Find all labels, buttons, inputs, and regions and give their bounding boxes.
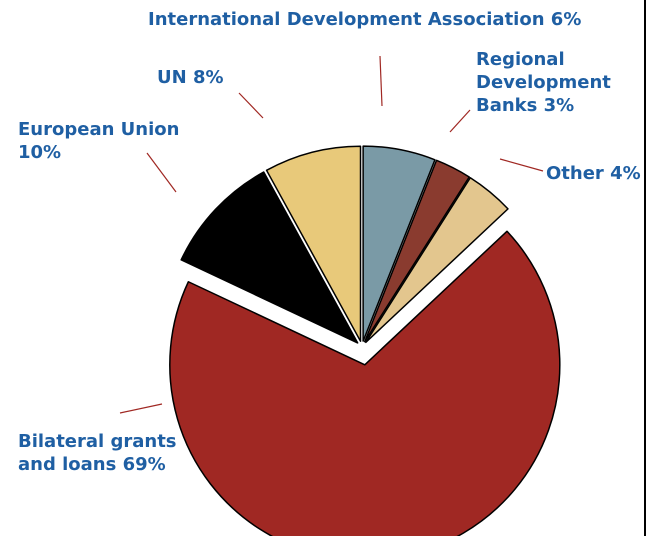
slice-label-line: UN 8% — [157, 67, 224, 88]
pie-slice-3 — [169, 230, 561, 536]
leader-line-0 — [379, 55, 383, 107]
leader-line-4 — [146, 152, 177, 193]
leader-line-1 — [449, 109, 471, 133]
slice-label-line: and loans 69% — [18, 454, 166, 475]
pie-slice-5 — [265, 145, 362, 342]
pie-slice-0 — [362, 145, 436, 342]
leader-line-2 — [499, 158, 544, 172]
pie-slice-2 — [365, 176, 509, 344]
slice-label-line: Regional — [476, 49, 565, 70]
slice-label-2: Other 4% — [546, 162, 641, 185]
slice-label-line: Development — [476, 72, 611, 93]
slice-label-3: Bilateral grants and loans 69% — [18, 430, 177, 476]
slice-label-1: Regional Development Banks 3% — [476, 48, 611, 117]
slice-label-5: UN 8% — [157, 66, 224, 89]
frame-border — [644, 0, 646, 536]
slice-label-0: International Development Association 6% — [148, 8, 581, 31]
pie-slice-1 — [363, 159, 470, 343]
slice-label-line: European Union — [18, 119, 180, 140]
slice-label-line: Banks 3% — [476, 95, 575, 116]
slice-label-line: Bilateral grants — [18, 431, 177, 452]
pie-slice-4 — [180, 171, 359, 344]
leader-line-3 — [119, 403, 163, 414]
slice-label-line: Other 4% — [546, 163, 641, 184]
leader-line-5 — [238, 92, 264, 119]
slice-label-line: International Development Association 6% — [148, 9, 582, 30]
slice-label-line: 10% — [18, 142, 62, 163]
slice-label-4: European Union 10% — [18, 118, 179, 164]
